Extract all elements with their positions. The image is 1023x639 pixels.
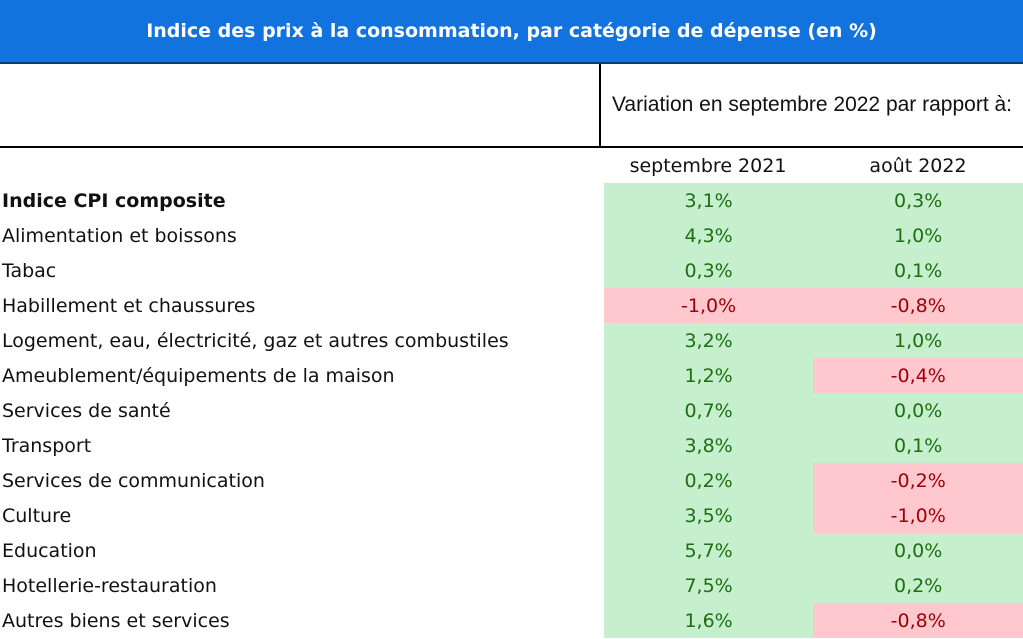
value-vs-august-2022: 0,0% — [813, 533, 1023, 568]
value-vs-august-2022: 1,0% — [813, 323, 1023, 358]
table-title-bar: Indice des prix à la consommation, par c… — [0, 0, 1023, 64]
value-vs-september-2021: 0,2% — [603, 463, 814, 498]
cpi-table: Indice CPI composite 3,1% 0,3% Alimentation… — [0, 183, 1023, 638]
category-label: Tabac — [2, 259, 57, 282]
table-row: Autres biens et services 1,6% -0,8% — [0, 603, 1023, 638]
table-row: Culture 3,5% -1,0% — [0, 498, 1023, 533]
table-row: Transport 3,8% 0,1% — [0, 428, 1023, 463]
value-vs-september-2021: 0,3% — [603, 253, 814, 288]
table-row: Logement, eau, électricité, gaz et autre… — [0, 323, 1023, 358]
variation-header: Variation en septembre 2022 par rapport … — [611, 93, 1013, 116]
value-vs-august-2022: 0,2% — [813, 568, 1023, 603]
value-vs-august-2022: 1,0% — [813, 218, 1023, 253]
category-label: Habillement et chaussures — [2, 294, 256, 317]
category-label: Education — [2, 539, 97, 562]
table-row: Services de santé 0,7% 0,0% — [0, 393, 1023, 428]
value-vs-august-2022: -1,0% — [813, 498, 1023, 533]
category-label: Services de communication — [2, 469, 265, 492]
value-vs-september-2021: 4,3% — [603, 218, 814, 253]
table-row: Ameublement/équipements de la maison 1,2%… — [0, 358, 1023, 393]
value-vs-september-2021: 0,7% — [603, 393, 814, 428]
value-vs-september-2021: 3,8% — [603, 428, 814, 463]
table-row: Hotellerie-restauration 7,5% 0,2% — [0, 568, 1023, 603]
category-label: Autres biens et services — [2, 609, 230, 632]
value-vs-august-2022: 0,1% — [813, 428, 1023, 463]
table-row: Alimentation et boissons 4,3% 1,0% — [0, 218, 1023, 253]
category-label: Hotellerie-restauration — [2, 574, 217, 597]
value-vs-september-2021: -1,0% — [603, 288, 814, 323]
value-vs-august-2022: -0,4% — [813, 358, 1023, 393]
value-vs-august-2022: 0,3% — [813, 183, 1023, 218]
column-header-august-2022: août 2022 — [869, 154, 967, 177]
table-row: Services de communication 0,2% -0,2% — [0, 463, 1023, 498]
category-label: Services de santé — [2, 399, 171, 422]
value-vs-september-2021: 7,5% — [603, 568, 814, 603]
value-vs-august-2022: 0,0% — [813, 393, 1023, 428]
category-label: Alimentation et boissons — [2, 224, 237, 247]
table-title: Indice des prix à la consommation, par c… — [146, 20, 877, 42]
value-vs-august-2022: -0,2% — [813, 463, 1023, 498]
category-label: Indice CPI composite — [2, 189, 226, 212]
value-vs-september-2021: 1,6% — [603, 603, 814, 638]
header-row: Variation en septembre 2022 par rapport … — [0, 64, 1023, 148]
category-label: Transport — [2, 434, 92, 457]
value-vs-september-2021: 3,2% — [603, 323, 814, 358]
value-vs-august-2022: -0,8% — [813, 288, 1023, 323]
column-header-september-2021: septembre 2021 — [629, 154, 787, 177]
value-vs-september-2021: 5,7% — [603, 533, 814, 568]
category-label: Logement, eau, électricité, gaz et autre… — [2, 329, 509, 352]
table-row: Indice CPI composite 3,1% 0,3% — [0, 183, 1023, 218]
column-headers: septembre 2021 août 2022 — [0, 148, 1023, 183]
category-label: Culture — [2, 504, 72, 527]
category-label: Ameublement/équipements de la maison — [2, 364, 395, 387]
value-vs-september-2021: 1,2% — [603, 358, 814, 393]
header-empty-cell — [0, 64, 601, 146]
table-row: Habillement et chaussures -1,0% -0,8% — [0, 288, 1023, 323]
value-vs-september-2021: 3,1% — [603, 183, 814, 218]
value-vs-august-2022: -0,8% — [813, 603, 1023, 638]
value-vs-september-2021: 3,5% — [603, 498, 814, 533]
table-row: Education 5,7% 0,0% — [0, 533, 1023, 568]
value-vs-august-2022: 0,1% — [813, 253, 1023, 288]
table-row: Tabac 0,3% 0,1% — [0, 253, 1023, 288]
